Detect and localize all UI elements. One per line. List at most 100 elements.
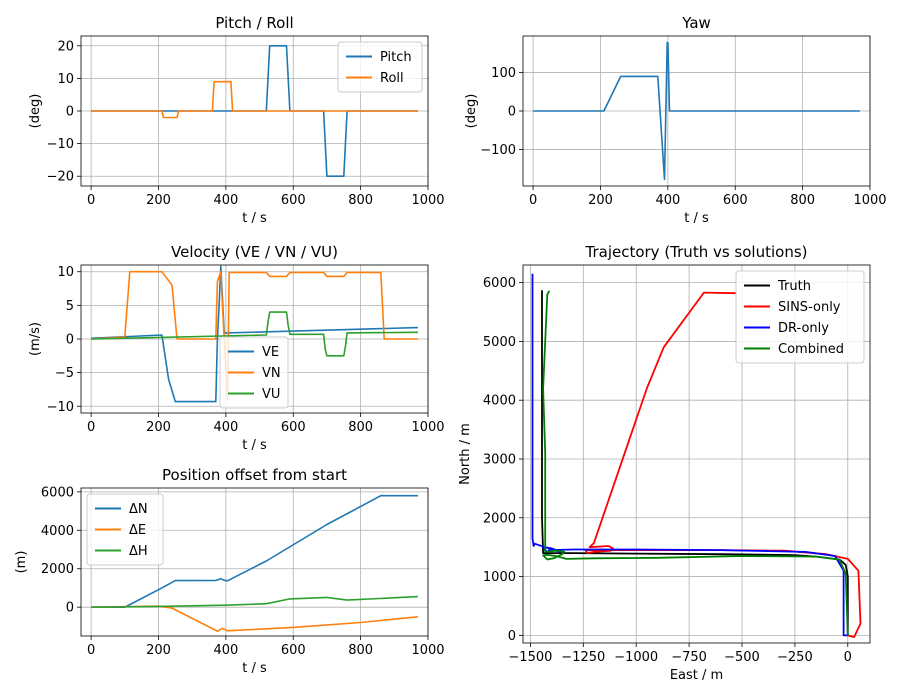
y-tick-label: −100 — [480, 143, 516, 158]
x-axis-label: t / s — [242, 661, 267, 676]
series-line-ΔH — [91, 595, 418, 608]
series-line-VN — [91, 270, 418, 401]
legend: VE VN VU — [219, 336, 289, 409]
y-axis-label: North / m — [458, 423, 473, 485]
legend-label: ΔH — [129, 544, 148, 559]
chart-title: Velocity (VE / VN / VU) — [171, 243, 338, 261]
legend: Pitch Roll — [337, 41, 423, 93]
chart-position_offset: 0 200 400 600 800 1000 0 2000 4000 6000 Position o… — [14, 466, 445, 676]
series-line-Pitch — [91, 44, 418, 177]
series-line-Truth — [541, 290, 849, 636]
x-tick-label: −250 — [777, 650, 813, 665]
legend-label: VN — [262, 366, 281, 381]
legend-label: VU — [262, 387, 280, 402]
legend-box — [735, 270, 865, 364]
x-tick-label: −1250 — [561, 650, 605, 665]
x-tick-label: 0 — [87, 643, 95, 658]
y-tick-label: 0 — [66, 333, 74, 348]
x-tick-label: 800 — [348, 193, 373, 208]
x-tick-label: 200 — [146, 193, 171, 208]
legend-box — [86, 493, 164, 566]
chart-title: Position offset from start — [162, 466, 347, 484]
x-tick-label: 400 — [213, 420, 238, 435]
y-tick-label: 6000 — [41, 485, 74, 500]
x-tick-label: −1000 — [614, 650, 658, 665]
x-tick-label: 0 — [529, 193, 537, 208]
x-tick-label: 800 — [348, 643, 373, 658]
chart-pitch_roll: 0 200 400 600 800 1000 −20 −10 0 10 20 Pitch / Roll… — [28, 14, 445, 226]
chart-velocity: 0 200 400 600 800 1000 −10 −5 0 5 10 Velocity (VE /… — [28, 243, 445, 453]
y-tick-label: 0 — [66, 105, 74, 120]
y-tick-label: 2000 — [41, 562, 74, 577]
y-tick-label: 2000 — [483, 511, 516, 526]
legend-label: Pitch — [380, 50, 412, 65]
x-axis-label: East / m — [670, 668, 723, 683]
x-tick-label: 200 — [146, 643, 171, 658]
series-line-yaw — [533, 41, 860, 181]
y-tick-label: 5000 — [483, 335, 516, 350]
y-axis-label: (m/s) — [28, 322, 43, 356]
x-tick-label: 200 — [146, 420, 171, 435]
x-tick-label: 0 — [87, 193, 95, 208]
y-axis-label: (deg) — [28, 94, 43, 129]
series-line-VE — [91, 265, 418, 403]
series-line-Roll — [91, 80, 418, 119]
series-line-VU — [91, 311, 418, 357]
chart-trajectory: −1500 −1250 −1000 −750 −500 −250 0 0 1000 2000 300… — [458, 243, 871, 683]
legend: Truth SINS-only DR-only Combined — [735, 270, 865, 364]
series-line-Combined — [542, 290, 849, 636]
chart-title: Pitch / Roll — [215, 14, 293, 32]
y-tick-label: 10 — [57, 265, 74, 280]
x-tick-label: −1500 — [508, 650, 552, 665]
y-tick-label: 20 — [57, 39, 74, 54]
series-line-SINS-only — [584, 291, 862, 638]
x-axis-label: t / s — [242, 211, 267, 226]
chart-title: Yaw — [681, 14, 711, 32]
y-tick-label: 100 — [491, 66, 516, 81]
legend-label: ΔE — [129, 523, 146, 538]
legend-box — [337, 41, 423, 93]
x-tick-label: 1000 — [853, 193, 886, 208]
chart-yaw: 0 200 400 600 800 1000 −100 0 100 Yaw t / s (deg) — [464, 14, 887, 226]
legend-label: DR-only — [778, 321, 829, 336]
x-axis-label: t / s — [684, 211, 709, 226]
x-axis-label: t / s — [242, 438, 267, 453]
y-tick-label: −10 — [47, 400, 74, 415]
x-tick-label: 600 — [281, 643, 306, 658]
y-tick-label: 1000 — [483, 570, 516, 585]
chart-title: Trajectory (Truth vs solutions) — [585, 243, 808, 261]
y-tick-label: 6000 — [483, 276, 516, 291]
series-line-ΔE — [91, 605, 418, 633]
legend-label: Combined — [778, 342, 844, 357]
x-tick-label: 0 — [844, 650, 852, 665]
x-tick-label: 400 — [213, 193, 238, 208]
y-tick-label: −10 — [47, 137, 74, 152]
legend-label: Roll — [380, 71, 404, 86]
x-tick-label: 1000 — [411, 420, 444, 435]
x-tick-label: 0 — [87, 420, 95, 435]
x-tick-label: 800 — [790, 193, 815, 208]
axes-frame — [522, 264, 871, 644]
x-tick-label: 200 — [588, 193, 613, 208]
x-tick-label: 600 — [281, 420, 306, 435]
y-tick-label: 0 — [508, 105, 516, 120]
y-tick-label: −20 — [47, 170, 74, 185]
x-tick-label: −750 — [671, 650, 707, 665]
y-tick-label: 0 — [66, 601, 74, 616]
y-axis-label: (m) — [14, 551, 29, 574]
x-tick-label: 400 — [213, 643, 238, 658]
y-tick-label: −5 — [55, 366, 74, 381]
axes-frame — [80, 487, 429, 637]
legend-label: SINS-only — [778, 300, 841, 315]
series-line-ΔN — [91, 494, 418, 609]
legend-label: Truth — [777, 279, 811, 294]
legend: ΔN ΔE ΔH — [86, 493, 164, 566]
x-tick-label: 1000 — [411, 643, 444, 658]
legend-label: ΔN — [129, 502, 148, 517]
y-tick-label: 10 — [57, 72, 74, 87]
y-tick-label: 0 — [508, 629, 516, 644]
y-tick-label: 3000 — [483, 452, 516, 467]
x-tick-label: 800 — [348, 420, 373, 435]
x-tick-label: −500 — [724, 650, 760, 665]
